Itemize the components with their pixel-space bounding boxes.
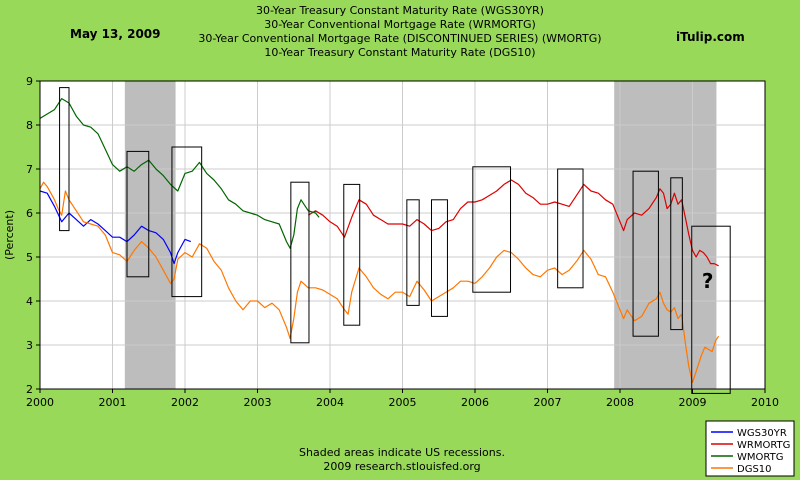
x-tick-label: 2008	[606, 396, 634, 409]
recession-band	[124, 81, 176, 389]
x-tick-label: 2007	[534, 396, 562, 409]
y-tick-label: 9	[26, 75, 33, 88]
legend-label: WRMORTG	[737, 440, 790, 451]
x-tick-label: 2009	[679, 396, 707, 409]
chart-title-line: 30-Year Conventional Mortgage Rate (DISC…	[198, 32, 601, 45]
legend-box	[705, 420, 795, 477]
report-date: May 13, 2009	[70, 27, 161, 41]
brand-label: iTulip.com	[676, 30, 745, 44]
chart-footer: Shaded areas indicate US recessions.2009…	[299, 446, 505, 473]
annotation-box	[290, 181, 310, 344]
y-tick-label: 8	[26, 119, 33, 132]
y-tick-label: 7	[26, 163, 33, 176]
question-mark-annotation: ?	[702, 269, 714, 293]
series-lines	[39, 98, 720, 383]
legend-label: WMORTG	[737, 452, 783, 463]
series-line-dgs10	[39, 181, 720, 383]
chart-title-line: 30-Year Treasury Constant Maturity Rate …	[256, 4, 544, 17]
annotation-box	[126, 150, 150, 278]
x-tick-label: 2006	[461, 396, 489, 409]
x-tick-label: 2002	[171, 396, 199, 409]
chart-title-line: 10-Year Treasury Constant Maturity Rate …	[264, 46, 535, 59]
x-tick-label: 2001	[99, 396, 127, 409]
chart-title-block: 30-Year Treasury Constant Maturity Rate …	[198, 4, 601, 59]
y-tick-label: 3	[26, 339, 33, 352]
legend-label: DGS10	[737, 464, 772, 475]
footer-line: 2009 research.stlouisfed.org	[323, 460, 480, 473]
gridlines	[40, 81, 765, 389]
x-axis-ticks: 2000 2001 2002 2003 2004 2005 2006 2007 2008 2009…	[26, 389, 779, 409]
x-tick-label: 2003	[244, 396, 272, 409]
y-axis-ticks: 2 3 4 5 6 7 8 9	[26, 75, 40, 396]
annotation-box	[171, 146, 203, 298]
y-tick-label: 5	[26, 251, 33, 264]
annotation-box	[59, 87, 70, 232]
series-line-wmortg	[39, 98, 320, 249]
legend-label: WGS30YR	[737, 428, 787, 439]
x-tick-label: 2000	[26, 396, 54, 409]
recession-band	[614, 81, 717, 389]
y-axis-label: (Percent)	[3, 210, 16, 260]
series-line-wrmortg	[307, 179, 719, 267]
annotation-box	[406, 199, 420, 306]
annotation-box	[632, 170, 659, 337]
annotation-box	[343, 183, 361, 326]
footer-line: Shaded areas indicate US recessions.	[299, 446, 505, 459]
annotation-box	[670, 177, 683, 331]
annotation-boxes	[59, 87, 731, 394]
annotation-box	[472, 166, 512, 293]
annotation-box	[557, 168, 584, 289]
x-tick-label: 2005	[389, 396, 417, 409]
y-tick-label: 2	[26, 383, 33, 396]
x-tick-label: 2010	[751, 396, 779, 409]
chart-title-line: 30-Year Conventional Mortgage Rate (WRMO…	[264, 18, 536, 31]
recession-shading	[124, 81, 717, 389]
x-tick-label: 2004	[316, 396, 344, 409]
y-tick-label: 6	[26, 207, 33, 220]
annotation-box	[691, 225, 731, 394]
y-tick-label: 4	[26, 295, 33, 308]
annotation-box	[431, 199, 448, 317]
